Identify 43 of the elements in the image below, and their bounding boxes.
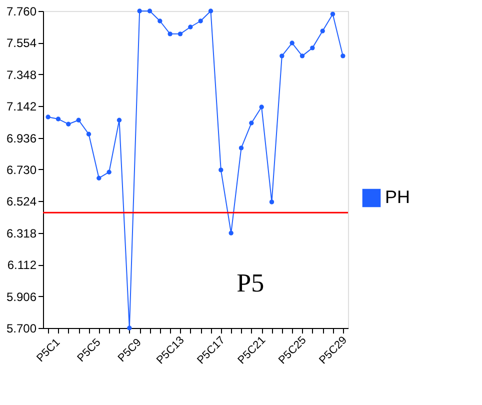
point bbox=[86, 132, 92, 136]
y-tick-label: 6.730 bbox=[6, 163, 37, 177]
y-tick-label: 7.142 bbox=[6, 100, 37, 114]
point bbox=[106, 170, 112, 174]
point bbox=[320, 28, 325, 34]
y-tick-label: 7.760 bbox=[6, 4, 37, 18]
y-tick-label: 7.348 bbox=[6, 68, 37, 82]
y-tick-label: 6.936 bbox=[6, 131, 37, 146]
y-tick-label: 6.524 bbox=[6, 194, 37, 209]
point bbox=[96, 176, 102, 180]
y-tick-label: 6.318 bbox=[6, 226, 37, 240]
y-tick-label: 5.700 bbox=[6, 322, 37, 336]
point bbox=[208, 8, 214, 14]
point bbox=[259, 104, 264, 110]
point bbox=[300, 54, 305, 58]
point bbox=[158, 18, 162, 24]
point bbox=[127, 326, 132, 330]
legend-label: PH bbox=[385, 187, 410, 208]
point bbox=[238, 146, 244, 150]
point bbox=[46, 114, 50, 120]
point bbox=[280, 54, 284, 58]
point bbox=[66, 122, 71, 126]
point bbox=[249, 120, 254, 126]
point bbox=[188, 24, 193, 30]
point bbox=[340, 54, 346, 58]
point bbox=[269, 200, 274, 204]
annotation: P5 bbox=[236, 268, 264, 298]
point bbox=[330, 12, 336, 16]
y-tick-label: 5.906 bbox=[6, 290, 37, 304]
y-tick-label: 6.112 bbox=[7, 258, 37, 272]
point bbox=[56, 116, 61, 122]
point bbox=[76, 118, 81, 122]
point bbox=[147, 8, 152, 14]
point bbox=[198, 18, 203, 24]
point bbox=[290, 40, 294, 46]
point bbox=[178, 32, 183, 36]
y-tick-label: 7.554 bbox=[6, 36, 37, 50]
point bbox=[116, 118, 122, 122]
point bbox=[137, 8, 142, 14]
point bbox=[228, 230, 234, 236]
point bbox=[218, 168, 224, 172]
point bbox=[168, 32, 172, 36]
point bbox=[310, 46, 315, 50]
